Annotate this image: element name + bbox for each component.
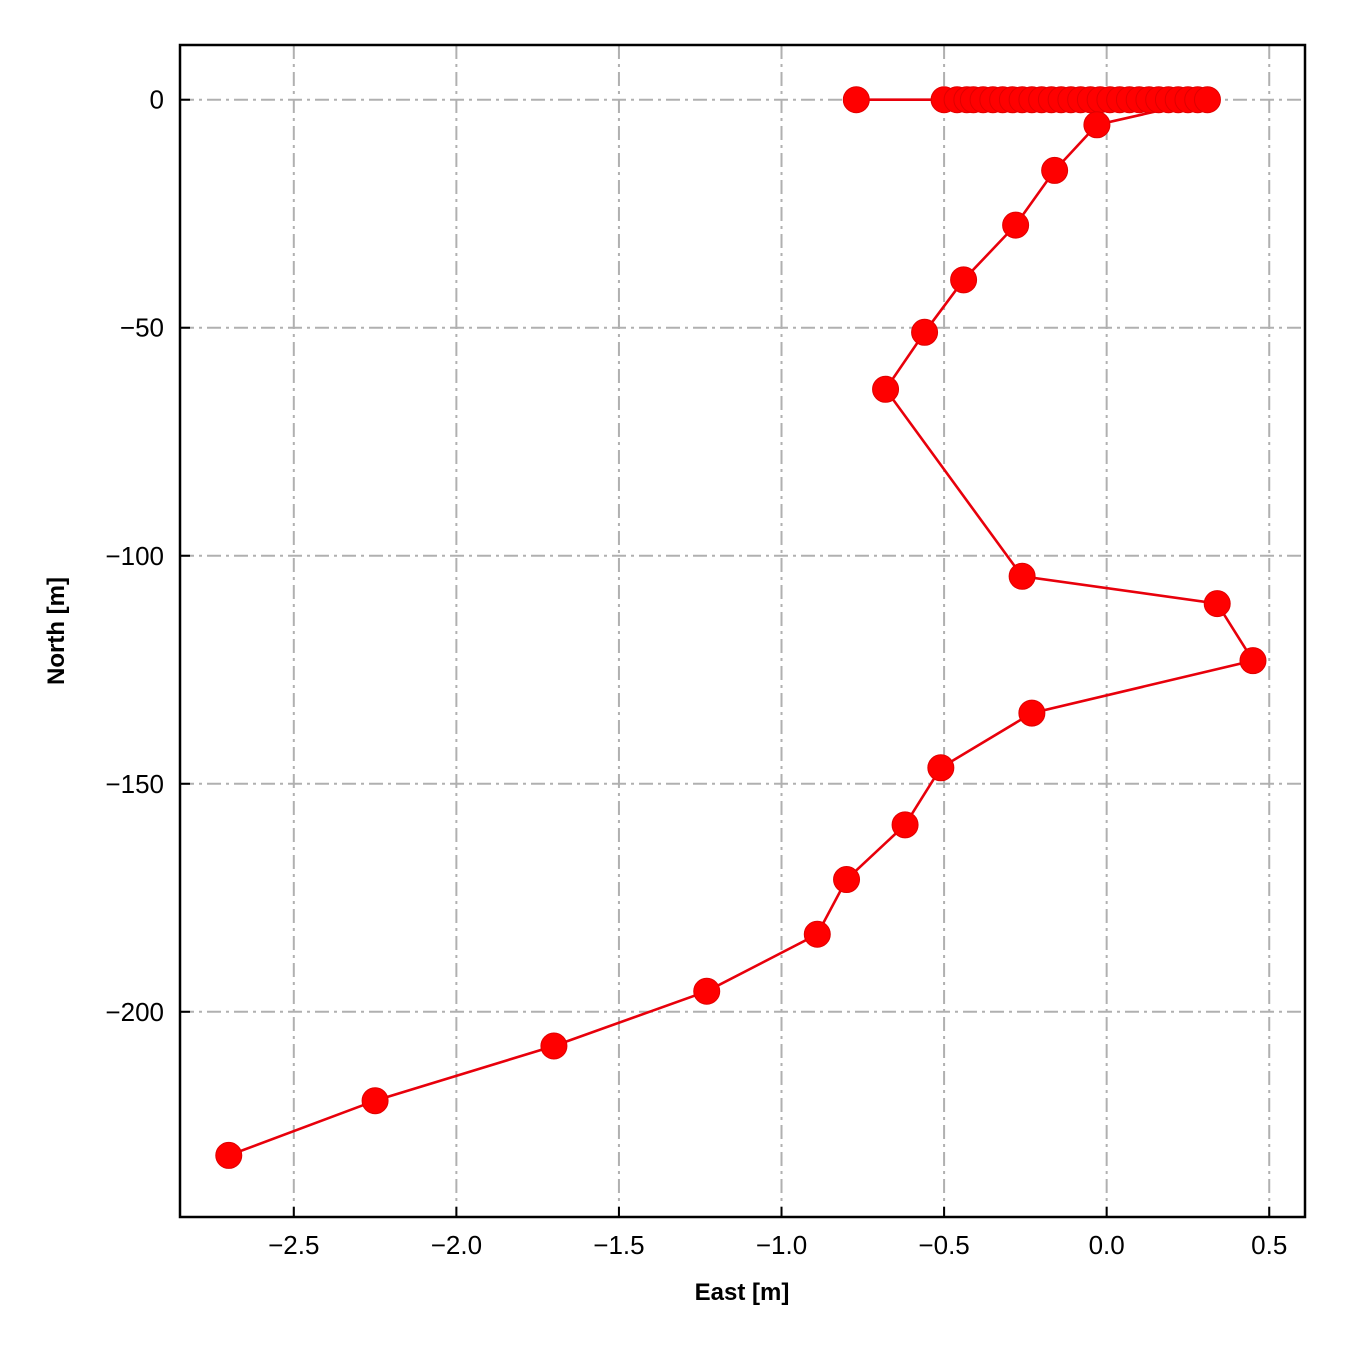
data-point xyxy=(693,977,721,1005)
y-tick-label: −50 xyxy=(120,313,164,343)
data-point xyxy=(803,920,831,948)
plot-frame xyxy=(178,43,1307,1219)
data-point xyxy=(540,1032,568,1060)
data-point xyxy=(1083,111,1111,139)
x-tick-label: −1.0 xyxy=(756,1230,807,1260)
y-tick-label: −100 xyxy=(105,541,164,571)
x-axis-label: East [m] xyxy=(695,1279,790,1306)
y-tick-label: −150 xyxy=(105,769,164,799)
y-tick-label: 0 xyxy=(150,85,164,115)
axis-ticks xyxy=(180,98,1271,1217)
x-tick-label: −0.5 xyxy=(918,1230,969,1260)
data-point xyxy=(911,318,939,346)
data-point xyxy=(833,866,861,894)
data-point xyxy=(1203,590,1231,618)
data-point xyxy=(1002,211,1030,239)
data-point xyxy=(891,811,919,839)
data-point xyxy=(1193,86,1221,114)
data-point xyxy=(872,375,900,403)
x-tick-label: −1.5 xyxy=(593,1230,644,1260)
data-point xyxy=(927,754,955,782)
x-tick-label: 0.0 xyxy=(1089,1230,1125,1260)
data-point xyxy=(1018,699,1046,727)
data-point xyxy=(361,1087,389,1115)
x-tick-label: 0.5 xyxy=(1251,1230,1287,1260)
data-point xyxy=(1041,156,1069,184)
y-tick-label: −200 xyxy=(105,997,164,1027)
data-series xyxy=(215,86,1267,1169)
data-point xyxy=(215,1141,243,1169)
x-tick-label: −2.0 xyxy=(431,1230,482,1260)
grid xyxy=(180,45,1305,1217)
data-point xyxy=(842,86,870,114)
y-axis-label: North [m] xyxy=(43,577,70,685)
x-tick-label: −2.5 xyxy=(268,1230,319,1260)
data-point xyxy=(1008,562,1036,590)
data-point xyxy=(1239,647,1267,675)
tick-labels: −2.5 −2.0 −1.5 −1.0 −0.5 0.0 0.5 0 −50 −100 −150 −2… xyxy=(105,85,1287,1260)
data-point xyxy=(950,266,978,294)
